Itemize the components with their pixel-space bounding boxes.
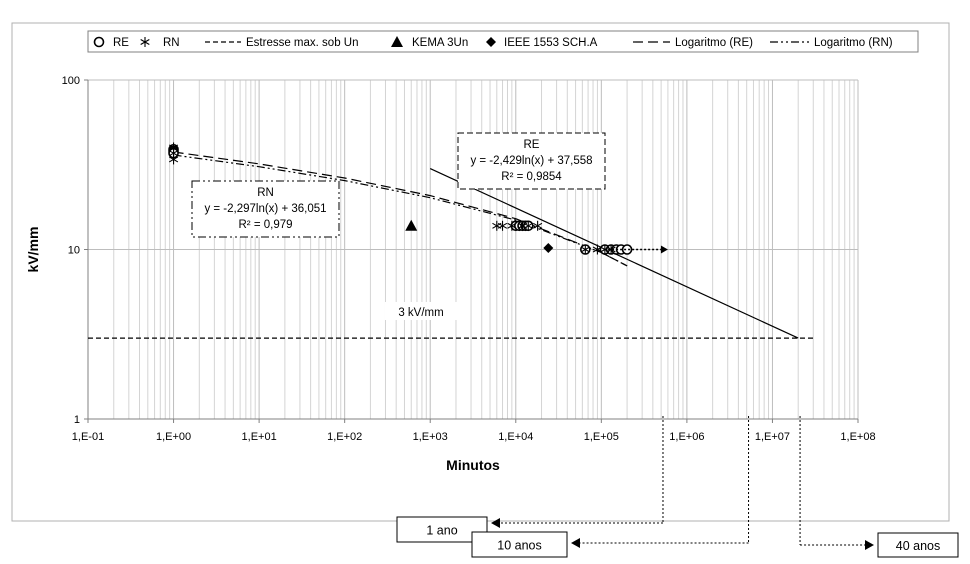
chart-frame	[11, 22, 950, 522]
callout-box	[877, 532, 959, 558]
asterisk-stroke	[580, 246, 590, 253]
grid-layer	[87, 79, 859, 420]
re-equation-box-line: RE	[524, 139, 540, 151]
asterisk-stroke	[592, 246, 603, 253]
x-tick-label: 1,E+01	[242, 431, 277, 443]
point-rn	[580, 244, 590, 255]
callout-2: 10 anos	[471, 416, 750, 558]
asterisk-stroke	[168, 156, 179, 163]
x-tick-label: 1,E+03	[413, 431, 448, 443]
rn-equation-box-frame	[191, 180, 340, 238]
point-ieee-1553-sch-a	[543, 243, 554, 254]
legend-symbol	[140, 37, 150, 47]
x-tick-label: 1,E+06	[669, 431, 704, 443]
legend-label: RE	[113, 37, 129, 49]
callout-arrowhead	[571, 538, 580, 548]
y-tick-label: 100	[62, 75, 80, 87]
re-equation-box-line: y = -2,429ln(x) + 37,558	[470, 155, 592, 167]
point-rn	[507, 220, 517, 231]
legend-label: Logaritmo (RN)	[814, 37, 893, 49]
x-tick-label: 1,E+08	[840, 431, 875, 443]
point-rn	[606, 244, 616, 255]
y-axis-title: kV/mm	[25, 227, 41, 273]
point-kema-3un	[405, 219, 418, 231]
legend: RE RN Estresse max. sob Un KEMA 3Un IEEE 155…	[93, 36, 893, 49]
legend-label: IEEE 1553 SCH.A	[504, 37, 598, 49]
rn-equation-box-line: RN	[257, 187, 274, 199]
re-equation-box-frame	[457, 132, 606, 190]
legend-label: Estresse max. sob Un	[246, 37, 358, 49]
markers-layer	[168, 142, 633, 255]
re-equation-box: RE y = -2,429ln(x) + 37,558 R² = 0,9854	[457, 132, 606, 190]
rn-equation-box-line: R² = 0,979	[238, 219, 292, 231]
x-tick-label: 1,E+00	[156, 431, 191, 443]
callout-3: 40 anos	[799, 416, 959, 558]
asterisk-stroke	[523, 222, 533, 229]
legend-label: Logaritmo (RE)	[675, 37, 753, 49]
legend-frame	[87, 30, 919, 53]
legend-item-4: KEMA 3Un	[391, 36, 468, 49]
threshold-label-bg	[385, 302, 457, 320]
legend-label: RN	[163, 37, 180, 49]
callout-label: 1 ano	[426, 524, 457, 538]
legend-item-7: Logaritmo (RN)	[770, 37, 893, 49]
legend-item-2: RN	[140, 37, 180, 49]
legend-item-5: IEEE 1553 SCH.A	[486, 37, 598, 49]
point-rn	[592, 244, 603, 255]
rn-equation-box: RN y = -2,297ln(x) + 36,051 R² = 0,979	[191, 180, 340, 238]
x-tick-label: 1,E+05	[584, 431, 619, 443]
asterisk-stroke	[140, 39, 150, 45]
callout-arrowhead	[865, 540, 874, 550]
asterisk-stroke	[168, 150, 179, 157]
point-rn	[533, 220, 543, 231]
legend-item-6: Logaritmo (RE)	[633, 37, 753, 49]
callout-arrowhead	[491, 518, 500, 528]
threshold-label: 3 kV/mm	[385, 302, 457, 320]
point-rn	[523, 220, 533, 231]
legend-symbol	[486, 37, 496, 47]
y-tick-label: 10	[68, 245, 80, 257]
asterisk-stroke	[533, 222, 543, 229]
point-rn	[497, 220, 508, 231]
legend-label: KEMA 3Un	[412, 37, 468, 49]
point-re	[621, 244, 633, 255]
annotations-layer: RE y = -2,429ln(x) + 37,558 R² = 0,9854 RN y…	[191, 132, 959, 558]
x-tick-label: 1,E+02	[327, 431, 362, 443]
y-tick-label: 1	[74, 414, 80, 426]
callout-label: 40 anos	[896, 539, 940, 553]
callout-box	[471, 531, 568, 558]
rn-equation-box-line: y = -2,297ln(x) + 36,051	[204, 203, 326, 215]
legend-item-1: RE	[93, 36, 129, 49]
asterisk-stroke	[606, 246, 616, 253]
extension-arrow-head	[660, 245, 668, 254]
series-line-logaritmo-rn-	[173, 154, 628, 267]
legend-symbol	[391, 36, 403, 47]
x-tick-label: 1,E-01	[72, 431, 104, 443]
callout-label: 10 anos	[497, 539, 541, 553]
re-equation-box-line: R² = 0,9854	[501, 171, 562, 183]
point-rn	[168, 154, 179, 165]
asterisk-stroke	[507, 222, 517, 229]
axes-layer: 1,E-01 1,E+00 1,E+01 1,E+02 1,E+03 1,E+04 1,E+…	[25, 75, 876, 473]
legend-item-3: Estresse max. sob Un	[205, 37, 358, 49]
x-tick-label: 1,E+04	[498, 431, 533, 443]
x-axis-title: Minutos	[446, 457, 500, 473]
asterisk-stroke	[497, 222, 508, 229]
threshold-label-text: 3 kV/mm	[398, 307, 443, 319]
legend-symbol	[93, 36, 105, 48]
x-tick-label: 1,E+07	[755, 431, 790, 443]
asterisk-stroke	[168, 144, 179, 151]
